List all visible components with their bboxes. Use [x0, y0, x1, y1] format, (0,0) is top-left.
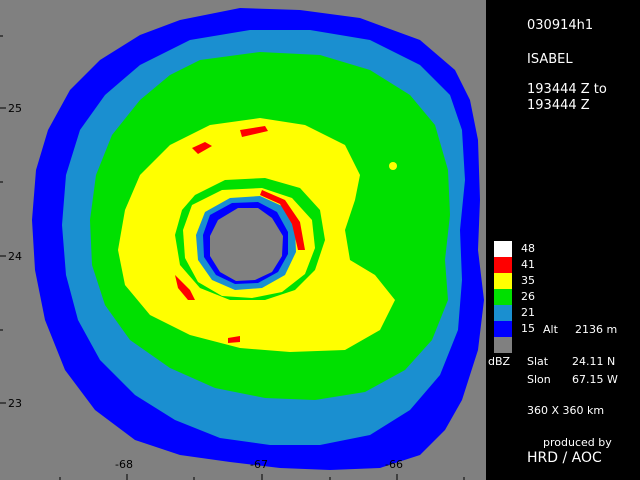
- lat-label: Slat: [527, 355, 549, 368]
- legend-swatch-21: [494, 305, 512, 321]
- legend-label-15: 15: [521, 322, 535, 335]
- dbz-41-speck-south: [228, 336, 240, 343]
- legend-swatch-15: [494, 321, 512, 337]
- legend-label-41: 41: [521, 258, 535, 271]
- lon-tick-label: -66: [385, 458, 403, 471]
- altitude-label: Alt: [543, 323, 558, 336]
- legend-swatch-41: [494, 257, 512, 273]
- produced-by: produced by: [543, 436, 612, 449]
- legend-swatch-26: [494, 289, 512, 305]
- legend-label-48: 48: [521, 242, 535, 255]
- eye-no-data: [210, 208, 283, 281]
- dbz-41-band-north-2: [240, 126, 268, 137]
- lat-tick-label: 23: [8, 397, 22, 410]
- altitude-value: 2136 m: [575, 323, 618, 336]
- lat-value: 24.11 N: [572, 355, 616, 368]
- time-range-start: 193444 Z to: [527, 82, 607, 97]
- lat-tick-label: 24: [8, 250, 22, 263]
- lon-tick-label: -67: [250, 458, 268, 471]
- legend-label-26: 26: [521, 290, 535, 303]
- legend-swatch-35: [494, 273, 512, 289]
- lon-label: Slon: [527, 373, 551, 386]
- legend-label-35: 35: [521, 274, 535, 287]
- legend-swatch-no-data: [494, 337, 512, 353]
- lon-value: 67.15 W: [572, 373, 618, 386]
- reflectivity-field: [32, 8, 484, 470]
- lon-tick-label: -68: [115, 458, 133, 471]
- time-range-end: 193444 Z: [527, 98, 590, 113]
- dbz-41-band-north: [192, 142, 212, 154]
- dbz-35-cell-east: [389, 162, 397, 170]
- storm-name: ISABEL: [527, 52, 573, 67]
- info-panel-background: [486, 0, 640, 480]
- domain-size: 360 X 360 km: [527, 404, 605, 417]
- lat-tick-label: 25: [8, 102, 22, 115]
- legend-label-21: 21: [521, 306, 535, 319]
- dbz-41-band-west: [175, 275, 195, 300]
- dbz-41-band-east: [260, 190, 305, 250]
- legend-swatch-48: [494, 241, 512, 257]
- organization: HRD / AOC: [527, 450, 602, 466]
- legend-unit: dBZ: [488, 355, 511, 368]
- flight-id: 030914h1: [527, 18, 594, 33]
